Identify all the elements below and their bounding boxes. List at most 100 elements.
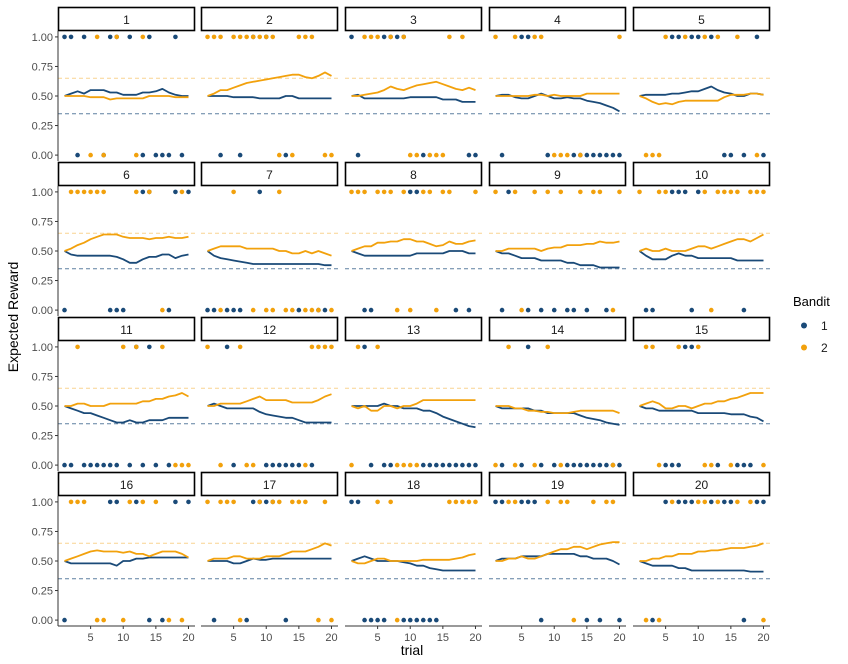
observation-point-bandit-2 xyxy=(420,189,426,195)
observation-point-bandit-1 xyxy=(140,152,146,158)
observation-point-bandit-1 xyxy=(591,462,596,468)
observation-point-bandit-2 xyxy=(558,462,564,468)
observation-point-bandit-1 xyxy=(754,499,760,505)
observation-point-bandit-1 xyxy=(741,152,747,158)
observation-point-bandit-1 xyxy=(617,152,622,158)
observation-point-bandit-1 xyxy=(322,307,328,313)
observation-point-bandit-1 xyxy=(466,307,472,313)
observation-point-bandit-2 xyxy=(355,344,361,350)
series-line-bandit-2 xyxy=(351,553,476,565)
observation-point-bandit-2 xyxy=(75,344,80,350)
observation-point-bandit-1 xyxy=(160,152,165,158)
observation-point-bandit-2 xyxy=(663,34,668,40)
observation-point-bandit-1 xyxy=(538,307,544,313)
observation-point-bandit-2 xyxy=(597,189,603,195)
observation-point-bandit-1 xyxy=(153,152,159,158)
observation-point-bandit-1 xyxy=(663,499,668,505)
observation-point-bandit-1 xyxy=(237,307,243,313)
panel-strip xyxy=(632,6,771,32)
observation-point-bandit-2 xyxy=(447,499,452,505)
x-tick-label: 10 xyxy=(260,632,272,644)
observation-point-bandit-2 xyxy=(114,34,120,40)
observation-point-bandit-1 xyxy=(107,307,113,313)
observation-point-bandit-2 xyxy=(329,307,334,313)
observation-point-bandit-1 xyxy=(407,189,413,195)
observation-point-bandit-2 xyxy=(754,189,760,195)
observation-point-bandit-1 xyxy=(62,307,67,313)
y-tick-label: 0.25 xyxy=(32,586,53,598)
observation-point-bandit-1 xyxy=(166,152,172,158)
y-tick-label: 0.00 xyxy=(32,615,53,627)
observation-point-bandit-2 xyxy=(276,152,282,158)
series-line-bandit-1 xyxy=(638,250,764,262)
observation-point-bandit-2 xyxy=(375,189,380,195)
observation-point-bandit-2 xyxy=(682,34,688,40)
observation-point-bandit-2 xyxy=(735,34,740,40)
observation-point-bandit-2 xyxy=(88,189,93,195)
observation-point-bandit-1 xyxy=(682,344,688,350)
observation-point-bandit-2 xyxy=(434,152,439,158)
observation-point-bandit-1 xyxy=(368,617,374,623)
panel-strip-label: 11 xyxy=(120,323,133,337)
observation-point-bandit-1 xyxy=(349,34,354,40)
panel-grid: 1 0.00 0.25 0.50 0.75 1.00 2 3 4 5 6 0.00 0.25 0.50 0.… xyxy=(32,6,771,644)
observation-point-bandit-2 xyxy=(101,189,106,195)
observation-point-bandit-1 xyxy=(179,152,185,158)
y-axis-label: Expected Reward xyxy=(5,262,21,373)
observation-point-bandit-2 xyxy=(532,34,537,40)
observation-point-bandit-2 xyxy=(133,152,139,158)
observation-point-bandit-2 xyxy=(186,462,191,468)
observation-point-bandit-1 xyxy=(584,307,590,313)
observation-point-bandit-1 xyxy=(205,307,210,313)
observation-point-bandit-1 xyxy=(604,462,609,468)
series-line-bandit-2 xyxy=(639,233,764,252)
observation-point-bandit-2 xyxy=(388,499,393,505)
series-line-bandit-1 xyxy=(64,88,189,97)
observation-point-bandit-1 xyxy=(81,34,87,40)
panel-5: 5 xyxy=(632,6,771,158)
observation-point-bandit-1 xyxy=(186,499,191,505)
observation-point-bandit-2 xyxy=(453,499,459,505)
observation-point-bandit-2 xyxy=(309,344,315,350)
observation-point-bandit-1 xyxy=(160,617,165,623)
observation-point-bandit-1 xyxy=(525,344,531,350)
observation-point-bandit-2 xyxy=(394,462,400,468)
observation-point-bandit-1 xyxy=(114,462,120,468)
observation-point-bandit-1 xyxy=(499,499,505,505)
observation-point-bandit-1 xyxy=(519,34,524,40)
series-line-bandit-2 xyxy=(351,238,476,252)
observation-point-bandit-1 xyxy=(519,499,524,505)
observation-point-bandit-2 xyxy=(224,499,230,505)
observation-point-bandit-1 xyxy=(650,307,655,313)
observation-point-bandit-2 xyxy=(75,499,80,505)
panel-strip xyxy=(344,316,483,342)
observation-point-bandit-2 xyxy=(205,344,210,350)
panel-11: 11 0.00 0.25 0.50 0.75 1.00 xyxy=(32,316,196,472)
observation-point-bandit-2 xyxy=(290,152,295,158)
observation-point-bandit-2 xyxy=(460,499,465,505)
legend-label-bandit-2: 2 xyxy=(821,341,828,355)
legend-label-bandit-1: 1 xyxy=(821,319,828,333)
observation-point-bandit-2 xyxy=(656,617,662,623)
observation-point-bandit-2 xyxy=(68,499,74,505)
observation-point-bandit-2 xyxy=(532,462,537,468)
observation-point-bandit-2 xyxy=(656,189,662,195)
observation-point-bandit-2 xyxy=(735,499,740,505)
series-line-bandit-2 xyxy=(639,542,764,562)
series-line-bandit-2 xyxy=(495,405,620,415)
observation-point-bandit-2 xyxy=(75,189,80,195)
observation-point-bandit-2 xyxy=(702,189,708,195)
observation-point-bandit-1 xyxy=(250,499,256,505)
y-tick-label: 0.50 xyxy=(32,556,53,568)
observation-point-bandit-2 xyxy=(728,189,734,195)
x-tick-label: 5 xyxy=(88,632,94,644)
panel-20: 20 5 10 15 20 xyxy=(632,471,771,644)
observation-point-bandit-1 xyxy=(676,34,681,40)
observation-point-bandit-1 xyxy=(368,462,374,468)
series-line-bandit-2 xyxy=(64,549,189,562)
observation-point-bandit-2 xyxy=(362,34,367,40)
series-line-bandit-2 xyxy=(495,240,620,252)
observation-point-bandit-1 xyxy=(669,34,675,40)
observation-point-bandit-1 xyxy=(676,499,681,505)
panel-strip xyxy=(488,6,627,32)
